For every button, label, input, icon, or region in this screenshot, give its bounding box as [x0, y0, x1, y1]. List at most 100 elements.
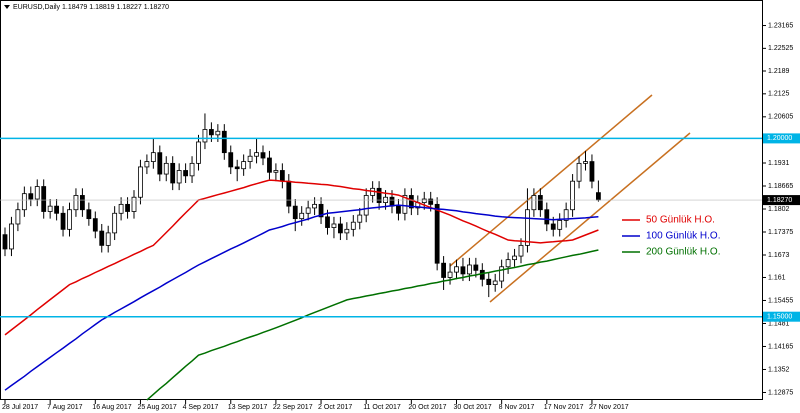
- candle-body: [486, 278, 492, 286]
- ma-line: [4, 179, 599, 336]
- candle-body: [337, 223, 343, 234]
- candle-body: [318, 203, 324, 218]
- x-tick-label: 13 Sep 2017: [228, 404, 268, 411]
- candle-body: [376, 187, 382, 203]
- candle-body: [15, 209, 21, 225]
- candle-body: [408, 195, 414, 209]
- candle-body: [138, 166, 143, 198]
- candle-body: [402, 195, 408, 214]
- candle-body: [47, 205, 53, 212]
- last-price-box: [763, 195, 800, 206]
- x-tick-label: 8 Nov 2017: [499, 404, 535, 411]
- x-tick-label: 27 Nov 2017: [589, 404, 629, 411]
- y-tick-label: 1.1931: [768, 160, 790, 167]
- x-tick-label: 16 Aug 2017: [92, 404, 131, 411]
- x-tick-label: 2 Oct 2017: [318, 404, 352, 411]
- y-tick-label: 1.17375: [768, 229, 793, 236]
- candle-body: [363, 195, 369, 216]
- candle-body: [234, 166, 240, 170]
- last-price-label: 1.18270: [767, 197, 792, 204]
- candle-body: [125, 203, 130, 212]
- candle-body: [325, 216, 330, 228]
- candle-body: [228, 152, 234, 168]
- candle-body: [9, 223, 14, 250]
- y-tick-label: 1.2125: [768, 91, 790, 98]
- candle-body: [92, 218, 98, 232]
- y-tick-label: 1.22525: [768, 45, 793, 52]
- candle-body: [537, 195, 543, 211]
- candle-body: [41, 186, 47, 212]
- ma-line: [146, 249, 599, 401]
- candle-body: [512, 255, 517, 261]
- candle-body: [2, 234, 8, 250]
- candle-body: [67, 209, 72, 230]
- candle-body: [292, 205, 298, 220]
- candle-body: [247, 155, 253, 162]
- candle-body: [596, 192, 601, 201]
- y-tick-label: 1.161: [768, 274, 786, 281]
- candle-body: [421, 198, 427, 203]
- candle-body: [396, 205, 401, 214]
- y-tick-label: 1.2189: [768, 68, 790, 75]
- candle-body: [279, 170, 285, 182]
- candle-body: [428, 198, 434, 205]
- candle-body: [118, 203, 124, 214]
- candle-body: [441, 262, 447, 278]
- price-label: 1.20000: [767, 135, 792, 142]
- candle-body: [163, 162, 169, 175]
- candle-body: [86, 209, 92, 220]
- candle-body: [499, 266, 505, 282]
- candle-body: [286, 180, 292, 207]
- candle-body: [350, 221, 356, 230]
- candle-body: [105, 232, 111, 246]
- x-tick-label: 7 Aug 2017: [47, 404, 83, 411]
- candle-body: [389, 196, 395, 207]
- y-tick-label: 1.15455: [768, 297, 793, 304]
- y-tick-label: 1.14165: [768, 343, 793, 350]
- x-tick-label: 11 Oct 2017: [363, 404, 401, 411]
- x-tick-label: 20 Oct 2017: [408, 404, 446, 411]
- candle-body: [221, 130, 227, 154]
- candle-body: [241, 161, 247, 170]
- y-tick-label: 1.20605: [768, 114, 793, 121]
- candle-body: [454, 266, 459, 273]
- x-tick-label: 25 Aug 2017: [137, 404, 176, 411]
- candle-body: [357, 214, 363, 223]
- legend-label: 200 Günlük H.O.: [646, 247, 720, 258]
- candle-body: [447, 271, 453, 278]
- candle-body: [576, 162, 582, 182]
- candle-body: [260, 152, 266, 159]
- candle-body: [434, 203, 440, 264]
- candle-body: [267, 157, 272, 173]
- candle-body: [208, 129, 214, 136]
- x-tick-label: 28 Jul 2017: [2, 404, 38, 411]
- candle-body: [273, 170, 279, 173]
- candle-body: [305, 207, 311, 214]
- candle-body: [525, 209, 530, 246]
- x-tick-label: 4 Sep 2017: [183, 404, 219, 411]
- candle-body: [312, 203, 318, 209]
- candle-body: [344, 228, 350, 234]
- marks: [2, 113, 601, 401]
- x-tick-label: 17 Nov 2017: [544, 404, 584, 411]
- candle-body: [170, 162, 176, 184]
- candle-body: [99, 230, 105, 246]
- candle-body: [196, 141, 201, 164]
- candle-body: [112, 212, 118, 234]
- candle-body: [21, 193, 27, 211]
- candle-body: [544, 209, 550, 225]
- legend-label: 100 Günlük H.O.: [646, 231, 720, 242]
- channel-upper: [449, 94, 653, 267]
- ma-line: [4, 204, 599, 391]
- candle-body: [202, 129, 208, 143]
- candle-body: [28, 193, 34, 200]
- candle-body: [176, 170, 182, 184]
- candle-body: [54, 205, 59, 214]
- candle-body: [80, 195, 85, 211]
- y-tick-label: 1.23165: [768, 22, 793, 29]
- candle-body: [531, 195, 537, 211]
- candle-body: [34, 186, 40, 200]
- candle-body: [157, 152, 163, 175]
- candle-body: [473, 264, 479, 271]
- candle-body: [131, 196, 137, 212]
